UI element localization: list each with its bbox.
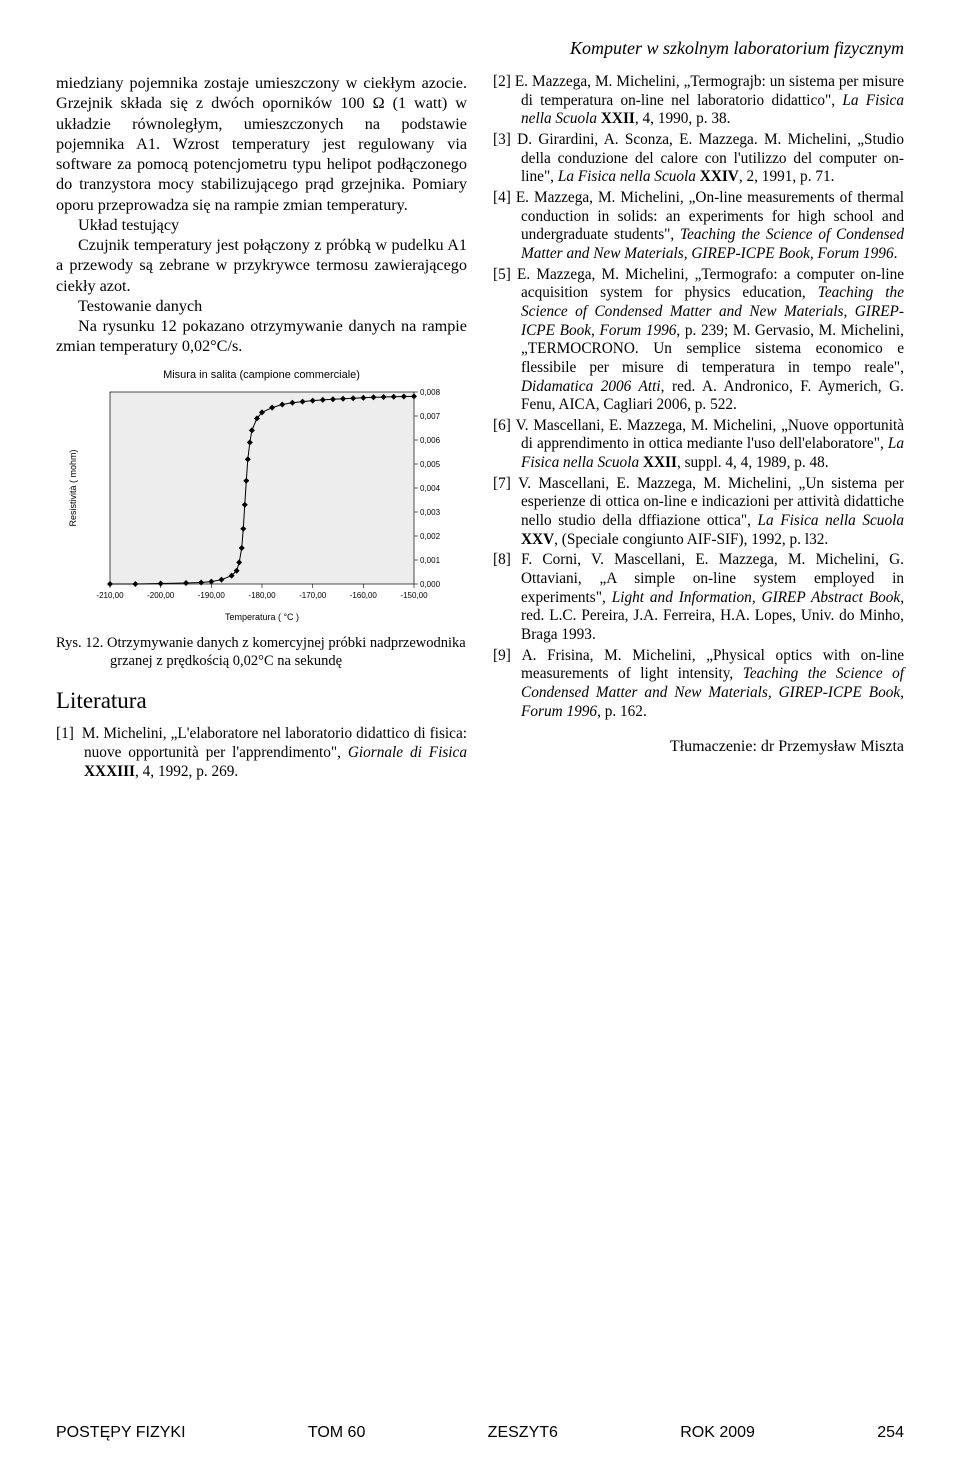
svg-text:-150,00: -150,00 [400, 591, 428, 600]
section-heading-literatura: Literatura [56, 687, 467, 716]
reference-item: F. Corni, V. Mascellani, E. Mazzega, M. … [493, 551, 904, 644]
ref-text: , (Speciale congiunto AIF-SIF), 1992, p.… [554, 531, 828, 548]
reference-item: E. Mazzega, M. Michelini, „Termograjb: u… [493, 73, 904, 129]
reference-item: E. Mazzega, M. Michelini, „On-line measu… [493, 189, 904, 264]
ref-italic: Didamatica 2006 Atti [521, 378, 661, 395]
ref-italic: La Fisica nella Scuola [558, 168, 696, 185]
svg-text:0,001: 0,001 [420, 556, 441, 565]
two-column-body: miedziany pojemnika zostaje umieszczony … [56, 73, 904, 783]
svg-text:-200,00: -200,00 [147, 591, 175, 600]
ref-bold: XXII [643, 454, 677, 471]
ref-text: , p. 162. [597, 703, 647, 720]
svg-text:0,003: 0,003 [420, 508, 441, 517]
ref-bold: XXV [521, 531, 554, 548]
ref-text: , 4, 1992, p. 269. [135, 763, 238, 780]
translator-line: Tłumaczenie: dr Przemysław Miszta [493, 737, 904, 757]
figure: Misura in salita (campione commerciale) … [56, 369, 467, 627]
svg-text:0,000: 0,000 [420, 580, 441, 589]
reference-item: V. Mascellani, E. Mazzega, M. Michelini,… [493, 475, 904, 550]
figure-caption-text: Rys. 12. Otrzymywanie danych z komercyjn… [56, 634, 467, 670]
body-paragraph: miedziany pojemnika zostaje umieszczony … [56, 73, 467, 215]
footer-tom: TOM 60 [308, 1424, 366, 1442]
svg-text:-180,00: -180,00 [248, 591, 276, 600]
body-paragraph: Czujnik temperatury jest połączony z pró… [56, 235, 467, 296]
ref-text: , 4, 1990, p. 38. [635, 110, 731, 127]
reference-list-right: E. Mazzega, M. Michelini, „Termograjb: u… [493, 73, 904, 721]
inline-heading: Testowanie danych [78, 297, 202, 315]
ref-italic: Giornale di Fisica [348, 744, 467, 761]
reference-item: E. Mazzega, M. Michelini, „Termografo: a… [493, 266, 904, 415]
body-paragraph: Testowanie danych [56, 296, 467, 316]
reference-item: M. Michelini, „L'elaboratore nel laborat… [56, 725, 467, 781]
page-footer: POSTĘPY FIZYKI TOM 60 ZESZYT6 ROK 2009 2… [56, 1424, 904, 1442]
svg-text:0,002: 0,002 [420, 532, 441, 541]
chart-title: Misura in salita (campione commerciale) [56, 369, 467, 383]
reference-item: D. Girardini, A. Sconza, E. Mazzega. M. … [493, 131, 904, 187]
svg-text:0,005: 0,005 [420, 460, 441, 469]
ref-italic: La Fisica nella Scuola [758, 512, 904, 529]
footer-zeszyt: ZESZYT6 [488, 1424, 558, 1442]
svg-text:0,006: 0,006 [420, 436, 441, 445]
ref-bold: XXII [601, 110, 635, 127]
ref-italic: Light and Information, GIREP Abstract Bo… [612, 589, 900, 606]
ref-text: , 2, 1991, p. 71. [739, 168, 835, 185]
ref-bold: XXIV [700, 168, 739, 185]
figure-caption: Rys. 12. Otrzymywanie danych z komercyjn… [56, 634, 467, 670]
svg-text:-170,00: -170,00 [299, 591, 327, 600]
right-column: E. Mazzega, M. Michelini, „Termograjb: u… [493, 73, 904, 783]
svg-text:Temperatura ( °C ): Temperatura ( °C ) [224, 612, 298, 622]
svg-text:0,007: 0,007 [420, 412, 441, 421]
ref-text: , suppl. 4, 4, 1989, p. 48. [677, 454, 829, 471]
reference-item: A. Frisina, M. Michelini, „Physical opti… [493, 647, 904, 722]
svg-text:0,008: 0,008 [420, 388, 441, 397]
svg-text:-160,00: -160,00 [349, 591, 377, 600]
body-paragraph: Układ testujący [56, 215, 467, 235]
svg-text:-190,00: -190,00 [197, 591, 225, 600]
body-paragraph: Na rysunku 12 pokazano otrzymywanie dany… [56, 316, 467, 357]
reference-list-left: M. Michelini, „L'elaboratore nel laborat… [56, 725, 467, 781]
ref-text: . [894, 245, 898, 262]
svg-text:-210,00: -210,00 [96, 591, 124, 600]
reference-item: V. Mascellani, E. Mazzega, M. Michelini,… [493, 417, 904, 473]
footer-page-number: 254 [877, 1424, 904, 1442]
inline-heading: Układ testujący [78, 216, 179, 234]
left-column: miedziany pojemnika zostaje umieszczony … [56, 73, 467, 783]
svg-text:Resistività ( mohm): Resistività ( mohm) [68, 450, 78, 527]
running-head: Komputer w szkolnym laboratorium fizyczn… [56, 38, 904, 59]
ref-text: V. Mascellani, E. Mazzega, M. Michelini,… [516, 417, 904, 453]
ref-bold: XXXIII [84, 763, 135, 780]
svg-text:0,004: 0,004 [420, 484, 441, 493]
footer-rok: ROK 2009 [680, 1424, 755, 1442]
footer-journal: POSTĘPY FIZYKI [56, 1424, 186, 1442]
chart-svg: 0,000 0,001 0,002 0,003 0,004 0,005 0,006 0,007… [62, 386, 462, 626]
